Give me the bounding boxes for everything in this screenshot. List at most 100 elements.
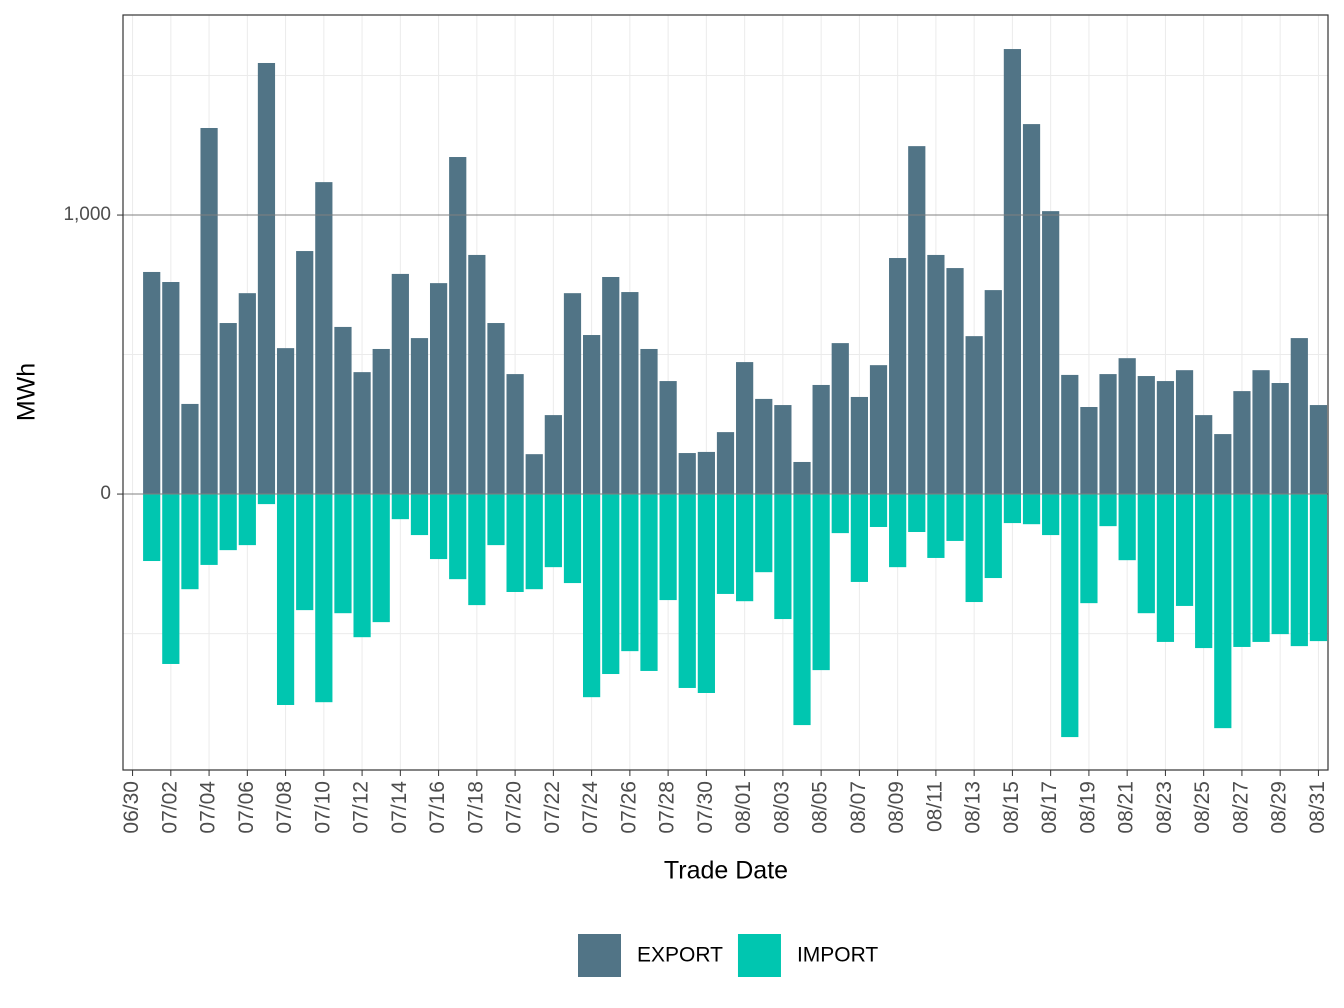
bar (162, 282, 180, 495)
bar (889, 258, 907, 495)
bar (755, 494, 773, 573)
bar (143, 494, 161, 562)
bar (1022, 124, 1041, 495)
bar (793, 461, 811, 495)
x-tick-label: 07/16 (426, 781, 449, 834)
x-tick-label: 07/14 (388, 781, 411, 834)
x-tick-label: 08/11 (923, 781, 946, 832)
bar (296, 251, 314, 495)
bar (391, 273, 409, 495)
bar (927, 254, 945, 495)
bar (1233, 391, 1251, 495)
bar (1156, 494, 1175, 642)
bar (1214, 434, 1232, 495)
bar (1309, 405, 1328, 495)
bar (716, 432, 735, 495)
bar (621, 494, 639, 652)
bar (640, 348, 658, 495)
bar (850, 396, 868, 495)
bar (869, 365, 888, 495)
bar (1156, 381, 1175, 495)
bar (334, 494, 352, 614)
bar (200, 127, 218, 495)
bar (697, 494, 715, 693)
bar (449, 494, 467, 580)
bar (276, 494, 295, 705)
bar (602, 494, 620, 675)
x-tick-label: 06/30 (120, 781, 143, 834)
bar (525, 494, 543, 590)
bar (1118, 494, 1136, 561)
bar (1271, 383, 1289, 495)
bar (659, 494, 677, 601)
bar (1099, 374, 1117, 495)
x-tick-label: 07/30 (694, 781, 717, 834)
bar (621, 292, 639, 495)
bar (372, 494, 390, 623)
bar (831, 343, 849, 495)
bar (1003, 49, 1022, 495)
bar (1271, 494, 1289, 635)
legend-swatch (737, 934, 781, 977)
bar (238, 293, 256, 495)
bar (410, 494, 429, 536)
bar (1233, 494, 1251, 647)
bar (1042, 211, 1060, 495)
bar (372, 348, 390, 495)
bar (410, 338, 429, 495)
x-tick-label: 08/19 (1076, 781, 1099, 834)
x-tick-label: 07/10 (311, 781, 334, 834)
x-axis-title: Trade Date (664, 857, 788, 885)
bar (812, 494, 830, 671)
bar (927, 494, 945, 558)
x-tick-label: 07/22 (541, 781, 564, 834)
bar (219, 494, 237, 551)
x-tick-label: 08/29 (1268, 781, 1291, 834)
bar (755, 398, 773, 495)
y-tick-label: 1,000 (63, 204, 111, 225)
bar (1042, 494, 1060, 536)
bar (468, 494, 486, 606)
bar (1175, 494, 1194, 606)
bar (315, 494, 333, 703)
bar (659, 381, 677, 495)
bar (774, 405, 792, 495)
bar (1290, 338, 1308, 495)
bar (1061, 494, 1079, 738)
bar (736, 494, 754, 602)
bar (812, 384, 830, 495)
bar (716, 494, 735, 594)
x-tick-label: 07/20 (503, 781, 526, 834)
bar (1022, 494, 1041, 525)
bar (181, 494, 199, 590)
bar (640, 494, 658, 671)
bar (200, 494, 218, 565)
bar (1080, 407, 1098, 495)
x-tick-label: 07/08 (273, 781, 296, 834)
bar (736, 362, 754, 495)
bar (774, 494, 792, 620)
x-tick-label: 07/12 (350, 781, 373, 834)
bar (143, 271, 161, 495)
bar (468, 254, 486, 495)
x-tick-label: 08/07 (847, 781, 870, 834)
x-tick-label: 08/27 (1229, 781, 1252, 834)
bar (850, 494, 868, 582)
x-tick-label: 07/04 (197, 781, 220, 834)
legend-label: EXPORT (637, 944, 723, 967)
legend-label: IMPORT (797, 944, 878, 967)
bar (296, 494, 314, 611)
legend: EXPORT IMPORT (578, 934, 878, 977)
bar (353, 494, 371, 638)
bar (257, 62, 276, 495)
bar (965, 336, 983, 495)
bar (1080, 494, 1098, 604)
x-tick-label: 07/26 (617, 781, 640, 834)
bar (946, 268, 964, 495)
bar (563, 293, 582, 495)
bar (487, 494, 505, 546)
bar (984, 290, 1002, 495)
legend-swatch (578, 934, 621, 977)
bar (1252, 494, 1270, 642)
